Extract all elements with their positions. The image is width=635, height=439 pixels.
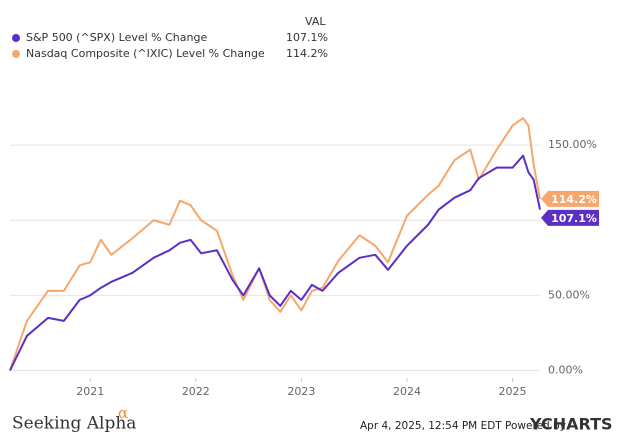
timestamp: Apr 4, 2025, 12:54 PM EDT Powered by [360,420,566,432]
y-tick-label: 50.00% [548,288,590,301]
brand: Seeking Alpha [12,414,136,434]
value-flag-label: 114.2% [551,193,597,206]
y-tick-label: 0.00% [548,363,583,376]
value-flag [541,190,599,207]
series-line [9,117,541,371]
series-line [9,154,541,371]
x-tick-label: 2021 [76,385,104,398]
x-tick-label: 2023 [287,385,315,398]
value-flag [541,209,599,226]
legend-swatch [12,50,20,58]
legend-value: 114.2% [286,47,328,60]
legend-swatch [12,34,20,42]
legend-value: 107.1% [286,31,328,44]
legend-header: VAL [305,15,326,28]
legend-label: S&P 500 (^SPX) Level % Change [26,31,207,44]
provider: YCHARTS [529,415,613,434]
x-tick-label: 2024 [393,385,421,398]
x-tick-label: 2022 [182,385,210,398]
legend-label: Nasdaq Composite (^IXIC) Level % Change [26,47,265,60]
brand-mark: α [118,404,128,422]
y-tick-label: 150.00% [548,138,597,151]
value-flag-label: 107.1% [551,212,597,225]
x-tick-label: 2025 [499,385,527,398]
